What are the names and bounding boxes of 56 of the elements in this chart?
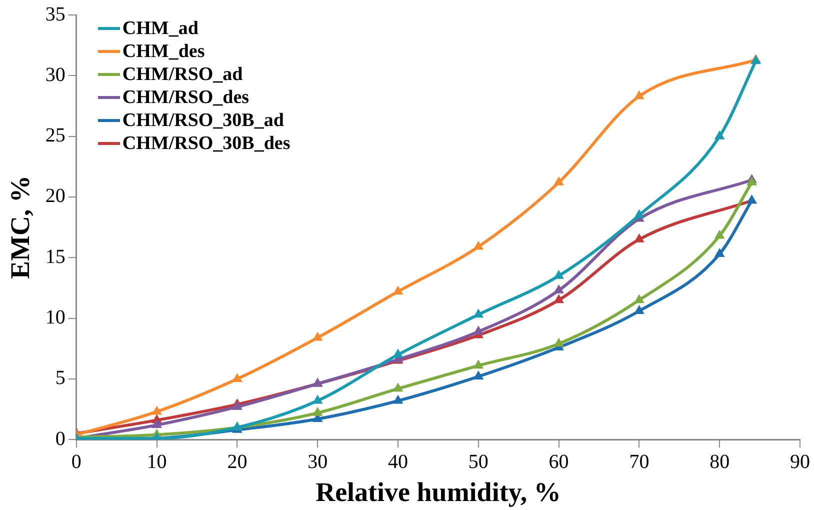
point [634,234,644,242]
legend-label: CHM/RSO_ad [122,63,243,86]
x-axis-title: Relative humidity, % [316,476,561,507]
x-tick-label: 60 [548,450,569,473]
point [474,241,484,250]
point [554,294,564,304]
point [393,395,403,404]
point [232,401,242,410]
point [554,270,564,279]
y-tick-label: 15 [45,246,66,268]
x-tick-label: 90 [790,450,810,473]
point [393,286,403,295]
point [232,373,242,382]
point [714,130,724,140]
point [474,371,484,380]
x-tick-label: 70 [629,450,650,473]
y-tick-label: 5 [55,367,66,390]
point [634,90,644,100]
point [474,360,484,369]
point [152,420,162,428]
x-tick-label: 20 [227,450,248,473]
point [312,407,322,416]
x-tick-label: 40 [388,450,408,473]
point [554,338,564,347]
point [634,294,644,304]
point [746,176,757,186]
point [312,332,322,341]
point [393,383,403,392]
x-tick-label: 30 [308,450,328,473]
legend-label: CHM/RSO_30B_ad [122,109,284,132]
point [474,309,484,318]
y-axis-title: EMC, % [5,176,36,280]
point [714,248,724,257]
x-tick-label: 10 [146,450,167,473]
legend-label: CHM/RSO_des [122,86,250,109]
point [152,406,162,415]
legend-label: CHM_des [122,40,205,63]
y-tick-label: 30 [45,64,66,86]
point [474,326,484,335]
point [312,395,322,404]
y-tick-label: 25 [45,124,66,147]
point [554,176,564,186]
legend-label: CHM_ad [122,17,198,40]
point [554,284,564,294]
point [714,230,724,239]
x-tick-label: 80 [710,450,730,473]
point [634,306,644,314]
legend-label: CHM/RSO_30B_des [122,132,290,155]
y-tick-label: 35 [45,3,66,26]
x-tick-label: 0 [71,450,82,473]
y-tick-label: 10 [45,306,66,329]
x-tick-label: 50 [468,450,488,473]
y-tick-label: 20 [45,185,66,208]
point [634,210,644,218]
point [393,349,403,358]
y-tick-label: 0 [55,428,66,450]
